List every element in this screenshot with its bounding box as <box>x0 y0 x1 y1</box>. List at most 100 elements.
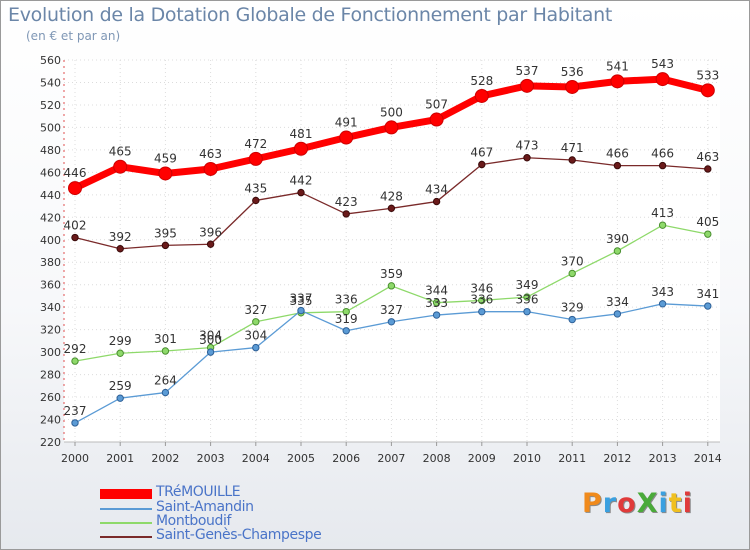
data-point-2 <box>613 247 622 255</box>
data-point-0 <box>610 74 625 89</box>
data-label-3: 473 <box>516 139 539 153</box>
data-point-0 <box>248 151 263 166</box>
data-label-1: 300 <box>199 333 222 347</box>
data-point-0 <box>474 88 489 103</box>
data-label-1: 337 <box>290 292 313 306</box>
data-label-0: 459 <box>154 151 177 165</box>
x-tick-label: 2002 <box>151 452 179 465</box>
data-point-0 <box>655 72 670 87</box>
data-label-1: 336 <box>516 293 539 307</box>
y-tick-label: 420 <box>40 211 61 224</box>
data-label-1: 329 <box>561 301 584 315</box>
y-tick-label: 240 <box>40 414 61 427</box>
data-point-1 <box>704 302 712 310</box>
data-point-2 <box>252 318 260 326</box>
data-point-2 <box>523 293 531 301</box>
data-point-2 <box>704 230 712 238</box>
y-tick-label: 540 <box>40 76 61 89</box>
data-label-2: 299 <box>109 334 132 348</box>
y-tick-label: 460 <box>40 166 61 179</box>
chart-title: Evolution de la Dotation Globale de Fonc… <box>8 4 613 26</box>
data-point-2 <box>342 307 350 316</box>
data-label-2: 335 <box>290 294 313 308</box>
data-label-2: 327 <box>244 303 267 317</box>
data-point-2 <box>161 347 170 355</box>
data-point-1 <box>71 419 79 427</box>
data-point-3 <box>658 161 667 170</box>
data-point-1 <box>342 327 350 335</box>
data-point-1 <box>478 307 486 316</box>
data-point-2 <box>478 296 486 305</box>
data-label-2: 304 <box>199 329 222 343</box>
data-point-2 <box>658 221 667 229</box>
logo-letter: r <box>602 488 618 519</box>
legend-swatch-tremouille <box>100 489 152 499</box>
y-tick-label: 500 <box>40 121 61 134</box>
logo-letter: i <box>658 488 669 519</box>
logo-letter: X <box>636 488 659 519</box>
series-layer <box>68 72 715 427</box>
data-label-0: 500 <box>380 105 403 119</box>
data-label-1: 259 <box>109 379 132 393</box>
y-tick-label: 340 <box>40 301 61 314</box>
x-tick-label: 2011 <box>558 452 586 465</box>
data-point-0 <box>203 161 218 176</box>
legend-label-saint-genes-champespe: Saint-Genès-Champespe <box>156 527 322 543</box>
data-label-3: 466 <box>651 147 674 161</box>
data-label-1: 304 <box>244 329 267 343</box>
data-label-3: 395 <box>154 226 177 240</box>
x-tick-label: 2005 <box>287 452 315 465</box>
data-label-2: 405 <box>696 215 719 229</box>
data-label-0: 528 <box>470 74 493 88</box>
data-label-2: 349 <box>516 278 539 292</box>
data-point-3 <box>252 196 260 205</box>
data-point-1 <box>432 311 441 319</box>
legend-swatch-saint-genes-champespe <box>100 536 152 538</box>
data-label-0: 543 <box>651 57 674 71</box>
data-label-0: 463 <box>199 147 222 161</box>
data-label-1: 336 <box>470 293 493 307</box>
data-point-2 <box>71 357 79 365</box>
data-label-layer: 446 465 459 463 472 481 491 500 507 528 537 536 541 5… <box>64 57 720 418</box>
y-tick-label: 380 <box>40 256 61 269</box>
x-tick-label: 2007 <box>377 452 405 465</box>
data-label-3: 428 <box>380 189 403 203</box>
data-point-3 <box>206 240 215 248</box>
data-point-1 <box>658 300 667 308</box>
y-tick-label: 300 <box>40 346 61 359</box>
data-label-0: 446 <box>64 166 87 180</box>
data-label-0: 533 <box>696 68 719 82</box>
data-point-3 <box>478 160 486 169</box>
data-label-3: 435 <box>244 181 267 195</box>
data-point-0 <box>294 141 308 156</box>
chart-subtitle: (en € et par an) <box>26 29 121 43</box>
data-label-1: 333 <box>425 296 448 310</box>
x-tick-label: 2009 <box>468 452 496 465</box>
proxiti-logo: ProXiti <box>582 488 693 519</box>
legend-swatch-saint-amandin <box>100 508 152 510</box>
data-point-2 <box>432 298 441 307</box>
legend-label-tremouille: TRéMOUILLE <box>156 484 241 500</box>
x-tick-label: 2012 <box>603 452 631 465</box>
legend-label-saint-amandin: Saint-Amandin <box>156 499 254 515</box>
data-label-0: 507 <box>425 98 448 112</box>
data-label-2: 336 <box>335 293 358 307</box>
data-label-3: 402 <box>64 219 87 233</box>
y-tick-label: 520 <box>40 99 61 112</box>
data-point-1 <box>116 394 124 402</box>
data-point-1 <box>161 388 170 397</box>
data-label-0: 491 <box>335 116 358 130</box>
data-label-3: 392 <box>109 230 132 244</box>
y-tick-label: 220 <box>40 436 61 449</box>
x-tick-label: 2001 <box>106 452 134 465</box>
data-label-3: 467 <box>470 145 493 159</box>
x-tick-label: 2013 <box>649 452 677 465</box>
data-label-2: 390 <box>606 232 629 246</box>
data-point-3 <box>161 241 170 250</box>
y-tick-label: 320 <box>40 324 61 337</box>
data-point-3 <box>613 161 622 170</box>
data-label-0: 536 <box>561 65 584 79</box>
y-tick-label: 400 <box>40 234 61 247</box>
data-label-3: 466 <box>606 147 629 161</box>
